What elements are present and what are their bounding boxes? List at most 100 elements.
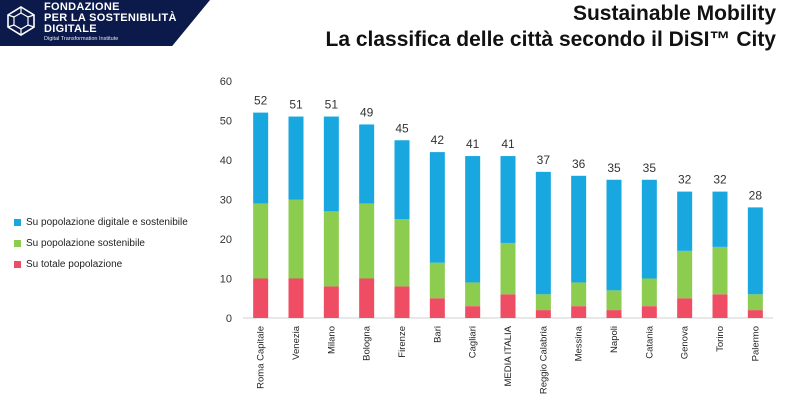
y-tick-label: 60 (220, 76, 232, 88)
bar-segment-digitale-sostenibile (571, 175, 587, 283)
legend-swatch-digitale-sostenibile (14, 219, 21, 226)
bar-segment-totale (288, 278, 304, 318)
bar-segment-digitale-sostenibile (394, 140, 410, 220)
data-label-total: 37 (537, 153, 551, 167)
data-label-total: 28 (749, 188, 763, 202)
x-category-label: MEDIA ITALIA (503, 325, 514, 386)
bar-segment-totale (677, 298, 693, 318)
bar-segment-totale (323, 286, 339, 318)
legend-swatch-sostenibile (14, 240, 21, 247)
bar-segment-totale (712, 294, 728, 318)
x-category-label: Bari (432, 326, 443, 343)
bar-segment-sostenibile (323, 211, 339, 287)
page-title: Sustainable Mobility (572, 2, 776, 25)
y-tick-label: 0 (226, 313, 232, 325)
data-label-total: 41 (466, 137, 480, 151)
bar-segment-sostenibile (677, 250, 693, 299)
logo-subtitle: Digital Transformation Institute (44, 36, 119, 42)
x-category-label: Messina (574, 325, 585, 361)
foundation-logo-icon (7, 6, 35, 36)
x-category-label: Roma Capitale (256, 326, 267, 389)
bar-segment-digitale-sostenibile (712, 191, 728, 247)
legend-item-totale: Su totale popolazione (14, 254, 188, 275)
legend-item-digitale-sostenibile: Su popolazione digitale e sostenibile (14, 212, 188, 233)
logo-line-3: digitale (44, 23, 97, 35)
data-label-total: 42 (431, 133, 445, 147)
bar-segment-digitale-sostenibile (747, 207, 763, 295)
bar-segment-sostenibile (429, 262, 445, 299)
x-category-label: Venezia (291, 325, 302, 360)
bar-segment-sostenibile (535, 294, 551, 311)
bar-segment-digitale-sostenibile (323, 116, 339, 212)
data-label-total: 49 (360, 105, 374, 119)
bar-segment-sostenibile (606, 290, 622, 311)
y-tick-label: 50 (220, 116, 232, 128)
legend-label-totale: Su totale popolazione (26, 259, 123, 270)
bar-segment-totale (606, 310, 622, 318)
bar-segment-digitale-sostenibile (465, 156, 481, 283)
bar-segment-sostenibile (359, 203, 375, 279)
bar-segment-digitale-sostenibile (500, 156, 516, 243)
bar-segment-totale (359, 278, 375, 318)
logo-wordmark: Fondazione per la sostenibilità digitale… (44, 2, 177, 43)
x-category-label: Catania (644, 325, 655, 358)
bar-segment-sostenibile (571, 282, 587, 307)
x-category-label: Firenze (397, 326, 408, 358)
y-tick-label: 10 (220, 274, 232, 286)
data-label-total: 45 (395, 121, 409, 135)
bar-segment-digitale-sostenibile (606, 179, 622, 291)
data-label-total: 51 (325, 98, 339, 112)
data-label-total: 32 (678, 173, 692, 187)
bar-segment-digitale-sostenibile (253, 112, 269, 204)
x-category-label: Torino (715, 326, 726, 352)
data-label-total: 51 (289, 98, 303, 112)
data-label-total: 32 (713, 173, 727, 187)
legend-label-digitale-sostenibile: Su popolazione digitale e sostenibile (26, 217, 188, 228)
bar-segment-totale (465, 306, 481, 318)
legend-label-sostenibile: Su popolazione sostenibile (26, 238, 145, 249)
bar-segment-totale (747, 310, 763, 318)
bar-segment-digitale-sostenibile (359, 124, 375, 204)
bar-segment-totale (500, 294, 516, 318)
logo-line-1: Fondazione (44, 1, 120, 13)
bar-segment-totale (394, 286, 410, 318)
bar-segment-sostenibile (288, 199, 304, 279)
data-label-total: 36 (572, 157, 586, 171)
chart-legend: Su popolazione digitale e sostenibile Su… (14, 212, 188, 275)
x-category-label: Genova (680, 325, 691, 359)
bar-segment-digitale-sostenibile (677, 191, 693, 251)
logo-line-2: per la sostenibilità (44, 12, 177, 24)
page-subtitle: La classifica delle città secondo il DiS… (325, 28, 777, 51)
bar-segment-digitale-sostenibile (288, 116, 304, 200)
x-category-label: Milano (326, 326, 337, 354)
x-category-label: Napoli (609, 326, 620, 353)
data-label-total: 35 (643, 161, 657, 175)
bar-segment-digitale-sostenibile (535, 171, 551, 295)
y-tick-label: 40 (220, 155, 232, 167)
bar-segment-totale (253, 278, 269, 318)
legend-item-sostenibile: Su popolazione sostenibile (14, 233, 188, 254)
bar-segment-totale (641, 306, 657, 318)
bar-segment-sostenibile (500, 242, 516, 295)
bar-segment-digitale-sostenibile (641, 179, 657, 279)
y-tick-label: 20 (220, 234, 232, 246)
bar-segment-sostenibile (394, 219, 410, 287)
legend-swatch-totale (14, 261, 21, 268)
bar-segment-totale (429, 298, 445, 318)
x-category-label: Cagliari (468, 326, 479, 358)
bar-segment-sostenibile (465, 282, 481, 307)
x-category-label: Reggio Calabria (538, 325, 549, 394)
x-category-label: Bologna (362, 325, 373, 361)
bar-segment-sostenibile (747, 294, 763, 311)
bar-segment-totale (571, 306, 587, 318)
data-label-total: 41 (501, 137, 515, 151)
y-tick-label: 30 (220, 195, 232, 207)
logo-banner: Fondazione per la sostenibilità digitale… (0, 0, 210, 46)
bar-segment-sostenibile (712, 246, 728, 295)
bar-segment-totale (535, 310, 551, 318)
data-label-total: 35 (607, 161, 621, 175)
x-category-label: Palermo (750, 326, 761, 361)
bar-segment-sostenibile (641, 278, 657, 307)
bar-segment-digitale-sostenibile (429, 152, 445, 263)
